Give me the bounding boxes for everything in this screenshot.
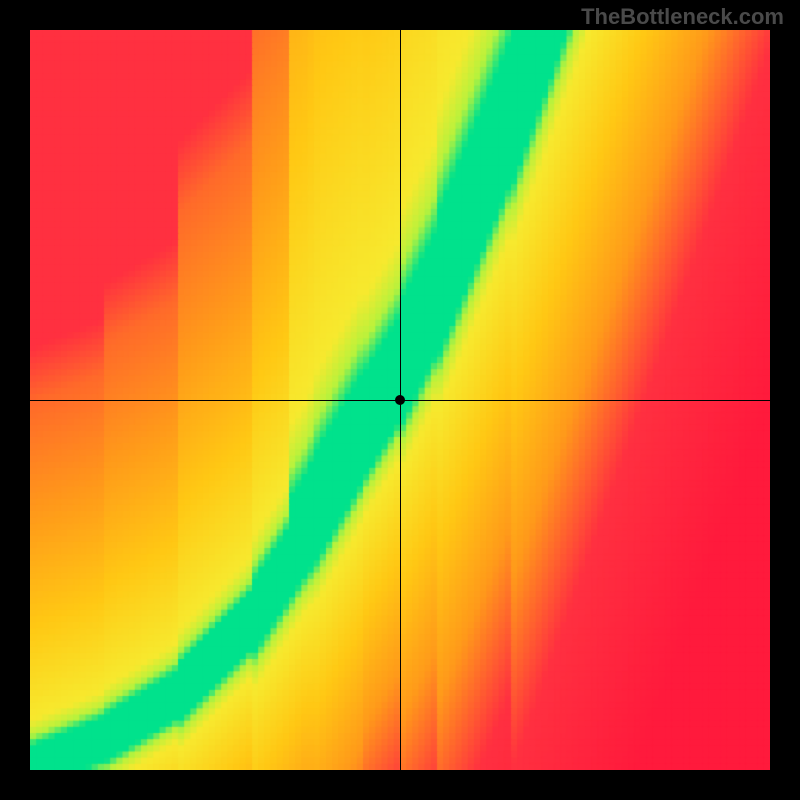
- watermark-text: TheBottleneck.com: [581, 4, 784, 30]
- chart-container: TheBottleneck.com: [0, 0, 800, 800]
- plot-area: [30, 30, 770, 770]
- selection-marker: [395, 395, 405, 405]
